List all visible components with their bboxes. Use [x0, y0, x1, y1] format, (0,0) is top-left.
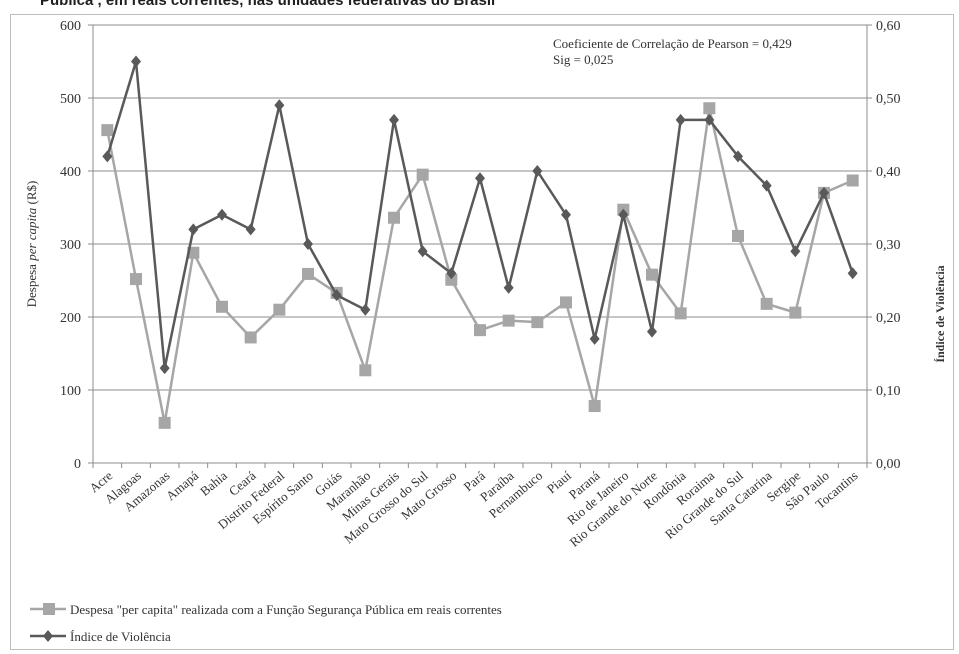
data-point-despesa: [588, 400, 601, 413]
data-point-despesa: [502, 314, 515, 327]
data-point-despesa: [531, 316, 544, 329]
data-point-indice: [102, 150, 113, 163]
y2-axis-label: Índice de Violência: [933, 265, 947, 362]
legend-marker-diamond: [43, 630, 53, 642]
data-point-despesa: [646, 268, 658, 281]
data-point-despesa: [130, 273, 142, 286]
data-point-despesa: [273, 303, 286, 316]
y-tick-label: 0: [74, 457, 81, 472]
data-point-indice: [245, 223, 256, 236]
data-point-despesa: [244, 331, 257, 344]
data-point-despesa: [789, 306, 802, 319]
data-point-indice: [532, 165, 543, 177]
y-tick-label: 300: [60, 238, 81, 253]
data-point-indice: [847, 267, 858, 280]
data-point-despesa: [445, 273, 458, 286]
data-point-indice: [274, 99, 285, 112]
data-point-indice: [647, 325, 657, 338]
y-axis-label: Despesa per capita (R$): [24, 181, 39, 308]
data-point-despesa: [560, 296, 572, 309]
data-point-despesa: [158, 416, 171, 429]
data-point-indice: [217, 208, 227, 221]
data-point-indice: [417, 245, 428, 258]
x-tick-label: Amapá: [163, 468, 202, 504]
annotation-pearson: Coeficiente de Correlação de Pearson = 0…: [553, 36, 792, 51]
data-point-indice: [589, 332, 600, 345]
data-point-despesa: [101, 124, 114, 137]
y2-tick-label: 0,50: [876, 92, 901, 107]
data-point-indice: [618, 208, 629, 221]
data-point-indice: [503, 281, 514, 294]
data-point-despesa: [388, 211, 400, 224]
x-tick-label: Bahia: [197, 468, 230, 499]
figure-caption-fragment: Pública , em reais correntes, nas unidad…: [40, 0, 496, 9]
data-point-indice: [761, 179, 772, 192]
y2-tick-label: 0,20: [876, 311, 901, 326]
legend-label-1: Despesa "per capita" realizada com a Fun…: [70, 602, 502, 617]
data-point-indice: [188, 223, 199, 236]
legend-label-2: Índice de Violência: [70, 629, 171, 644]
data-point-despesa: [732, 229, 744, 242]
data-point-indice: [819, 186, 829, 199]
data-point-despesa: [302, 267, 314, 280]
data-point-indice: [389, 113, 399, 126]
y2-tick-label: 0,30: [876, 238, 901, 253]
y-tick-label: 400: [60, 165, 81, 180]
data-point-despesa: [846, 174, 859, 187]
data-point-indice: [790, 245, 801, 258]
data-point-despesa: [216, 300, 228, 313]
data-point-despesa: [416, 168, 429, 181]
data-point-indice: [704, 113, 715, 126]
data-point-indice: [561, 208, 571, 221]
data-point-indice: [159, 362, 170, 375]
y2-tick-label: 0,60: [876, 19, 901, 34]
legend-marker-square: [43, 603, 55, 615]
data-point-indice: [733, 150, 743, 163]
y-tick-label: 200: [60, 311, 81, 326]
data-point-indice: [446, 267, 457, 280]
data-point-despesa: [703, 102, 716, 115]
data-point-despesa: [674, 307, 687, 320]
data-point-indice: [675, 113, 686, 126]
chart-frame: [10, 14, 954, 650]
annotation-sig: Sig = 0,025: [553, 52, 613, 67]
y-tick-label: 600: [60, 19, 81, 34]
data-point-indice: [331, 289, 342, 302]
y2-tick-label: 0,40: [876, 165, 901, 180]
data-point-indice: [131, 55, 141, 68]
data-point-despesa: [760, 297, 773, 310]
data-point-indice: [475, 172, 485, 185]
y2-tick-label: 0,10: [876, 384, 901, 399]
data-point-despesa: [359, 364, 372, 377]
y2-tick-label: 0,00: [876, 457, 901, 472]
y-tick-label: 100: [60, 384, 81, 399]
data-point-indice: [360, 303, 371, 316]
y-tick-label: 500: [60, 92, 81, 107]
data-point-indice: [303, 238, 313, 250]
data-point-despesa: [474, 324, 486, 337]
